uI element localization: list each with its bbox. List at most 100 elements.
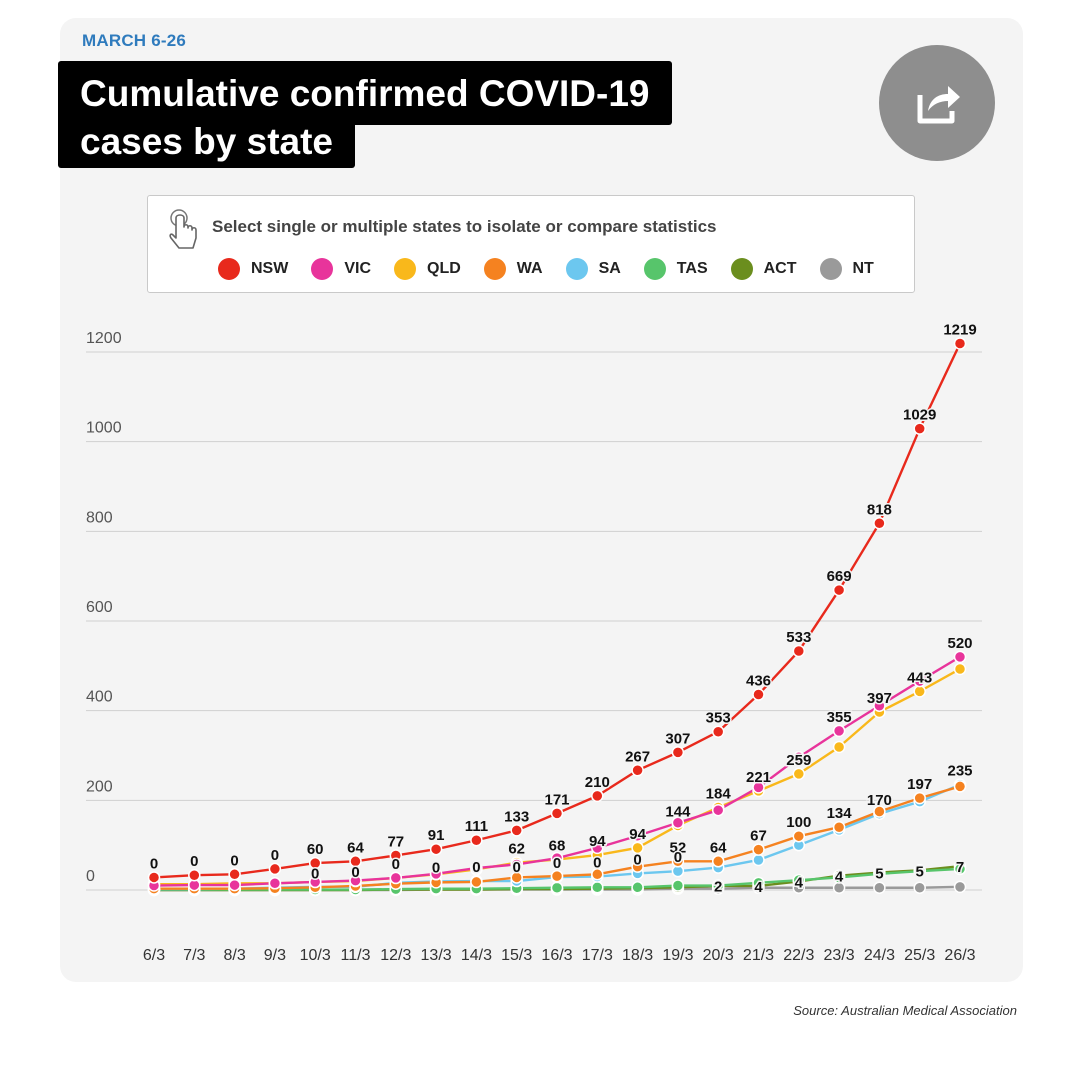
data-label-qld: 94 <box>629 826 646 843</box>
data-point-nsw <box>429 842 443 856</box>
x-tick-label: 24/3 <box>864 947 895 964</box>
y-tick-label: 1000 <box>86 420 122 437</box>
data-point-qld <box>792 767 806 781</box>
y-tick-label: 1200 <box>86 330 122 347</box>
x-tick-label: 26/3 <box>944 947 975 964</box>
data-point-tas <box>752 876 765 890</box>
data-point-nt <box>873 881 886 895</box>
data-label-wa: 100 <box>786 814 811 831</box>
legend-swatch <box>311 258 334 280</box>
data-point-tas <box>671 879 685 892</box>
data-label-nsw: 77 <box>387 833 404 850</box>
data-point-wa <box>711 855 725 868</box>
x-tick-label: 6/3 <box>143 947 165 964</box>
data-label-act: 4 <box>795 874 804 891</box>
data-point-wa <box>832 820 846 834</box>
x-tick-label: 10/3 <box>300 947 331 964</box>
data-label-qld: 144 <box>665 803 691 820</box>
data-point-wa <box>953 780 967 793</box>
data-label-nsw: 0 <box>230 852 238 869</box>
data-label-wa: 0 <box>351 864 359 881</box>
legend-item-vic[interactable]: VIC <box>311 258 394 280</box>
data-point-vic <box>228 878 241 892</box>
y-tick-label: 600 <box>86 599 113 616</box>
data-label-nsw: 533 <box>786 629 811 646</box>
data-point-vic <box>470 861 483 875</box>
y-tick-label: 800 <box>86 509 113 526</box>
data-point-vic <box>308 875 322 889</box>
data-label-sa: 0 <box>513 859 521 876</box>
data-label-nsw: 133 <box>504 808 529 825</box>
source-note: Source: Australian Medical Association <box>793 1003 1017 1018</box>
data-label-nsw: 818 <box>867 501 892 518</box>
data-point-vic <box>752 781 765 794</box>
data-point-vic <box>671 816 685 829</box>
data-point-sa <box>752 853 765 867</box>
date-range-kicker: MARCH 6-26 <box>82 31 187 50</box>
legend-swatch <box>819 258 842 280</box>
data-label-nsw: 1029 <box>903 407 936 424</box>
x-tick-label: 13/3 <box>421 947 452 964</box>
y-tick-label: 0 <box>86 868 95 885</box>
data-point-vic <box>873 699 886 712</box>
data-point-nsw <box>792 644 806 658</box>
data-point-tas <box>953 862 967 876</box>
data-label-nsw: 1219 <box>943 321 976 338</box>
legend-label: NT <box>852 260 874 277</box>
data-point-wa <box>752 843 765 856</box>
data-point-tas <box>792 873 806 887</box>
data-point-wa <box>671 855 685 868</box>
data-point-vic <box>510 858 523 871</box>
data-point-vic <box>349 874 362 887</box>
data-label-sa: 235 <box>947 763 972 780</box>
data-point-nsw <box>470 833 483 847</box>
data-label-qld: 259 <box>786 752 811 769</box>
data-point-nsw <box>389 849 403 862</box>
data-label-nsw: 307 <box>665 730 690 747</box>
data-point-wa <box>873 805 886 818</box>
data-point-nsw <box>913 422 926 435</box>
data-label-qld: 397 <box>867 690 892 707</box>
data-label-nsw: 669 <box>827 568 852 585</box>
data-point-nt <box>913 881 926 895</box>
data-point-tas <box>873 867 886 881</box>
x-tick-label: 20/3 <box>703 947 734 964</box>
legend-label: NSW <box>251 260 289 277</box>
data-label-vic: 520 <box>947 635 972 652</box>
data-label-wa: 134 <box>827 805 853 822</box>
legend-item-tas[interactable]: TAS <box>643 258 731 280</box>
legend-item-nsw[interactable]: NSW <box>218 258 311 280</box>
data-point-nsw <box>591 789 604 803</box>
data-point-nsw <box>268 862 282 876</box>
data-label-nsw: 111 <box>465 818 488 835</box>
data-point-qld <box>913 685 926 698</box>
x-tick-label: 22/3 <box>783 947 814 964</box>
data-label-nsw: 171 <box>544 791 569 808</box>
legend-label: SA <box>598 260 621 277</box>
x-tick-label: 23/3 <box>824 947 855 964</box>
data-label-sa: 0 <box>432 859 440 876</box>
legend-item-qld[interactable]: QLD <box>394 258 484 280</box>
legend-item-sa[interactable]: SA <box>565 258 644 280</box>
legend-item-nt[interactable]: NT <box>819 258 897 280</box>
data-point-nsw <box>873 517 886 530</box>
data-label-qld: 184 <box>706 786 732 803</box>
share-button[interactable] <box>879 45 995 161</box>
x-tick-label: 15/3 <box>501 947 532 964</box>
data-label-tas: 2 <box>714 879 722 896</box>
data-label-nsw: 0 <box>271 847 279 864</box>
legend-item-act[interactable]: ACT <box>730 258 820 280</box>
x-tick-label: 21/3 <box>743 947 774 964</box>
data-label-nsw: 0 <box>150 855 158 872</box>
data-point-nsw <box>711 725 725 738</box>
data-label-wa: 0 <box>311 865 319 882</box>
x-tick-label: 17/3 <box>582 947 613 964</box>
data-point-wa <box>510 871 523 884</box>
data-point-wa <box>792 829 806 843</box>
x-tick-label: 7/3 <box>183 947 205 964</box>
data-point-vic <box>268 877 282 890</box>
data-point-nsw <box>147 871 161 884</box>
data-point-vic <box>389 871 403 885</box>
data-point-vic <box>953 650 967 664</box>
legend-item-wa[interactable]: WA <box>483 258 566 280</box>
